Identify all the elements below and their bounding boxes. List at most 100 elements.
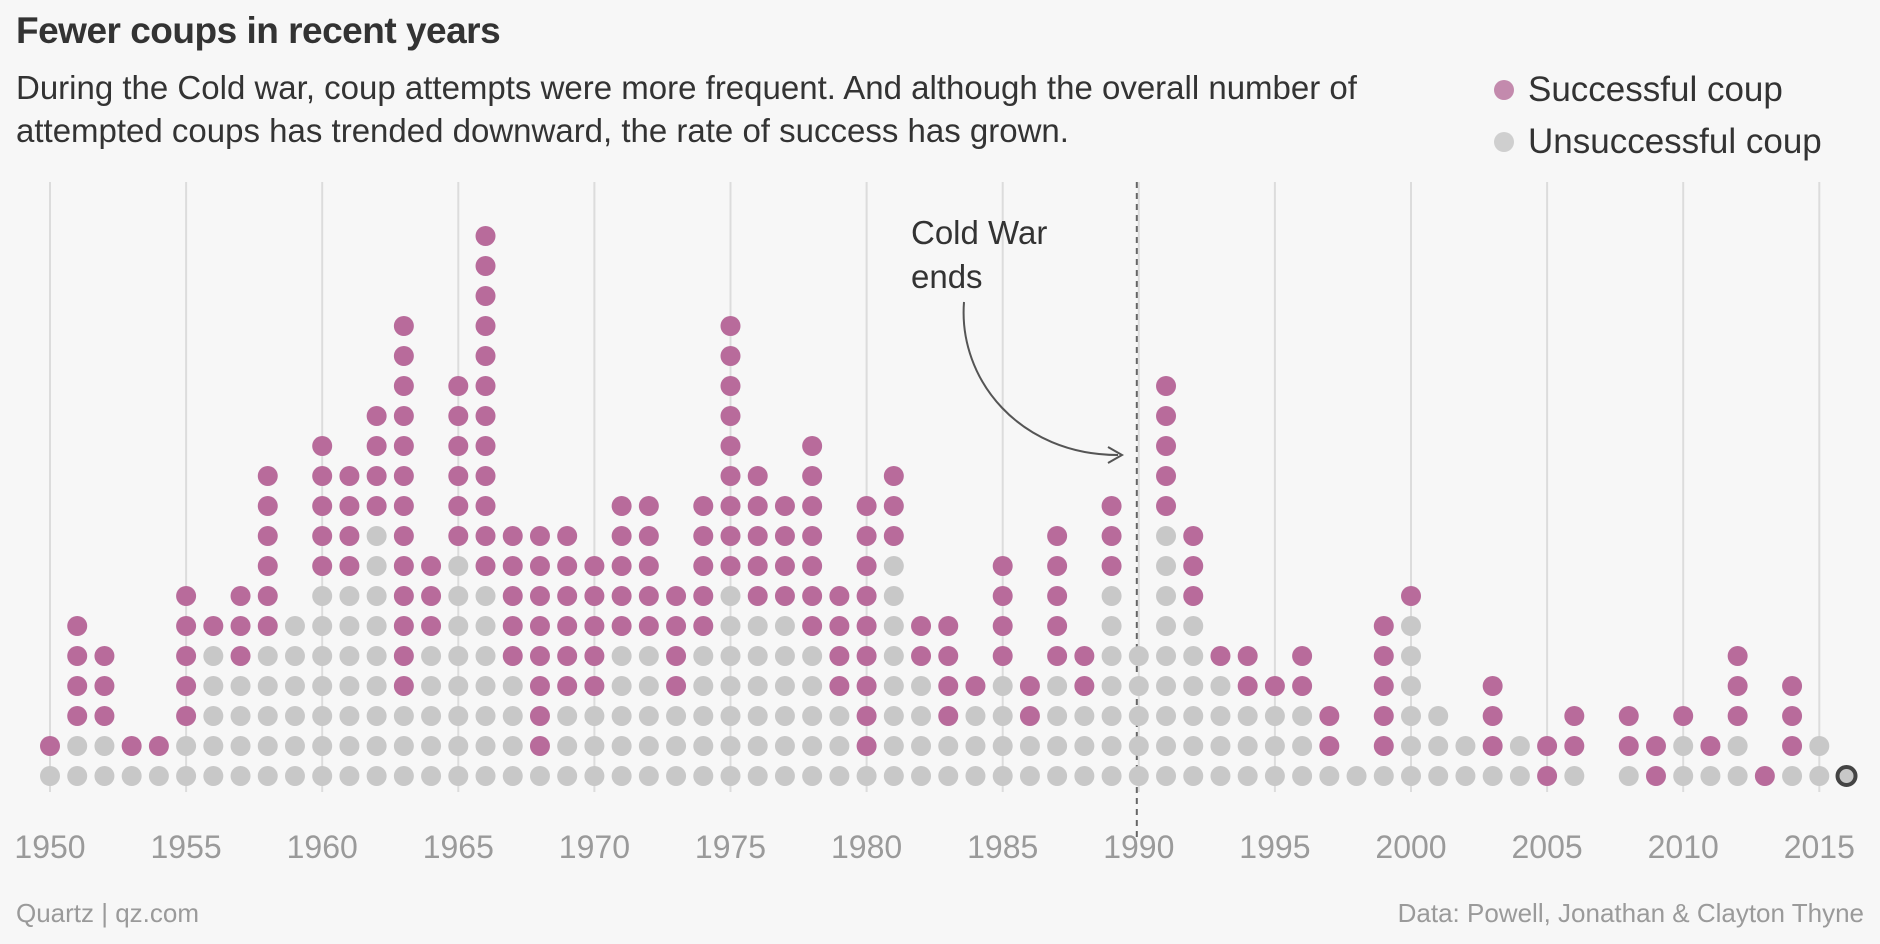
successful-coup-dot <box>1482 676 1503 696</box>
unsuccessful-coup-dot <box>366 616 387 636</box>
unsuccessful-coup-dot <box>1128 766 1149 786</box>
x-tick-label: 1955 <box>151 829 222 865</box>
unsuccessful-coup-dot <box>230 676 251 696</box>
successful-coup-dot <box>638 616 659 636</box>
unsuccessful-coup-dot <box>720 646 741 666</box>
unsuccessful-coup-dot <box>1292 766 1313 786</box>
successful-coup-dot <box>938 676 959 696</box>
unsuccessful-coup-dot <box>312 676 333 696</box>
successful-coup-dot <box>339 556 360 576</box>
successful-coup-dot <box>67 706 88 726</box>
unsuccessful-coup-dot <box>1101 766 1122 786</box>
successful-coup-dot <box>883 466 904 486</box>
unsuccessful-coup-dot <box>366 586 387 606</box>
unsuccessful-coup-dot <box>40 766 60 786</box>
unsuccessful-coup-dot <box>1183 646 1204 666</box>
successful-coup-dot <box>1047 526 1068 546</box>
unsuccessful-coup-dot <box>720 766 741 786</box>
unsuccessful-coup-dot <box>339 646 360 666</box>
unsuccessful-coup-dot <box>1237 766 1258 786</box>
chart-subtitle: During the Cold war, coup attempts were … <box>16 69 1357 149</box>
successful-coup-dot <box>475 406 496 426</box>
unsuccessful-coup-dot <box>1428 736 1449 756</box>
unsuccessful-coup-dot <box>393 736 414 756</box>
unsuccessful-coup-dot <box>176 736 197 756</box>
unsuccessful-coup-dot <box>421 706 442 726</box>
unsuccessful-coup-dot <box>203 736 224 756</box>
unsuccessful-coup-dot <box>475 646 496 666</box>
successful-coup-dot <box>1373 616 1394 636</box>
successful-coup-dot <box>366 436 387 456</box>
successful-coup-dot <box>1019 706 1040 726</box>
successful-coup-dot <box>1482 706 1503 726</box>
unsuccessful-coup-dot <box>638 706 659 726</box>
unsuccessful-coup-dot <box>611 766 632 786</box>
unsuccessful-coup-dot <box>475 736 496 756</box>
successful-coup-dot <box>1047 616 1068 636</box>
successful-coup-dot <box>1319 736 1340 756</box>
x-tick-label: 1985 <box>967 829 1038 865</box>
unsuccessful-coup-dot <box>1101 646 1122 666</box>
successful-coup-dot <box>148 736 169 756</box>
unsuccessful-coup-dot <box>883 556 904 576</box>
successful-coup-dot <box>856 586 877 606</box>
unsuccessful-coup-dot <box>693 736 714 756</box>
successful-coup-dot <box>1754 766 1775 786</box>
footer-source: Data: Powell, Jonathan & Clayton Thyne <box>1397 898 1864 928</box>
annotation-arrow <box>962 301 1119 456</box>
successful-coup-dot <box>1373 736 1394 756</box>
legend-label-unsuccessful: Unsuccessful coup <box>1528 122 1822 161</box>
successful-coup-dot <box>475 346 496 366</box>
successful-coup-dot <box>693 526 714 546</box>
unsuccessful-coup-dot <box>611 736 632 756</box>
unsuccessful-coup-dot <box>611 676 632 696</box>
successful-coup-dot <box>829 586 850 606</box>
x-tick-label: 2000 <box>1375 829 1446 865</box>
unsuccessful-coup-dot <box>774 766 795 786</box>
successful-coup-dot <box>1537 736 1558 756</box>
successful-coup-dot <box>720 466 741 486</box>
unsuccessful-coup-dot <box>557 736 578 756</box>
unsuccessful-coup-dot <box>829 706 850 726</box>
successful-coup-dot <box>502 586 523 606</box>
successful-coup-dot <box>1156 376 1177 396</box>
unsuccessful-coup-dot <box>1101 586 1122 606</box>
unsuccessful-coup-dot <box>1156 616 1177 636</box>
unsuccessful-coup-dot <box>747 646 768 666</box>
unsuccessful-coup-dot <box>339 676 360 696</box>
annotation-label-line1: Cold War <box>911 214 1047 251</box>
unsuccessful-coup-dot <box>230 736 251 756</box>
successful-coup-dot <box>693 616 714 636</box>
successful-coup-dot <box>529 706 550 726</box>
successful-coup-dot <box>393 376 414 396</box>
successful-coup-dot <box>393 496 414 516</box>
successful-coup-dot <box>257 466 278 486</box>
successful-coup-dot <box>1047 586 1068 606</box>
unsuccessful-coup-dot <box>883 646 904 666</box>
unsuccessful-coup-dot <box>448 736 469 756</box>
successful-coup-dot <box>720 436 741 456</box>
unsuccessful-coup-dot <box>720 676 741 696</box>
unsuccessful-coup-dot <box>366 556 387 576</box>
unsuccessful-coup-dot <box>366 676 387 696</box>
unsuccessful-coup-dot <box>774 616 795 636</box>
unsuccessful-coup-dot <box>1782 766 1803 786</box>
successful-coup-dot <box>1645 766 1666 786</box>
unsuccessful-coup-dot <box>1156 766 1177 786</box>
successful-coup-dot <box>774 526 795 546</box>
successful-coup-dot <box>366 406 387 426</box>
successful-coup-dot <box>366 466 387 486</box>
successful-coup-dot <box>393 646 414 666</box>
unsuccessful-coup-dot <box>1183 676 1204 696</box>
unsuccessful-coup-dot <box>638 646 659 666</box>
unsuccessful-coup-dot <box>693 676 714 696</box>
successful-coup-dot <box>1319 706 1340 726</box>
successful-coup-dot <box>339 496 360 516</box>
x-tick-label: 1970 <box>559 829 630 865</box>
unsuccessful-coup-dot <box>666 766 687 786</box>
successful-coup-dot <box>638 586 659 606</box>
successful-coup-dot <box>1700 736 1721 756</box>
successful-coup-dot <box>529 646 550 666</box>
successful-coup-dot <box>67 646 88 666</box>
successful-coup-dot <box>883 496 904 516</box>
